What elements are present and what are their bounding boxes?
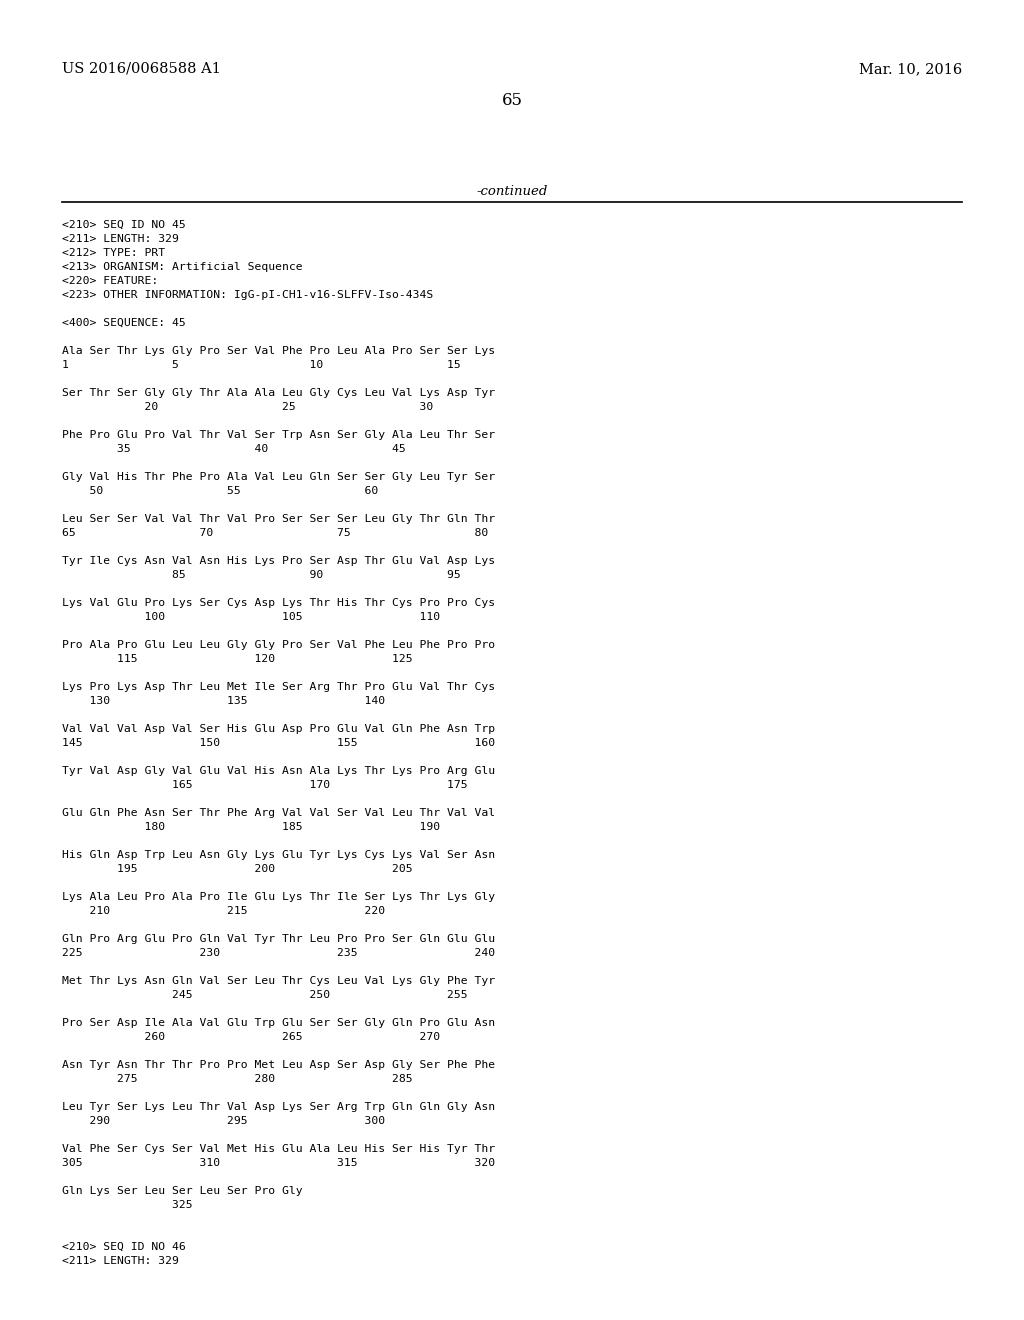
Text: <211> LENGTH: 329: <211> LENGTH: 329	[62, 234, 179, 244]
Text: 65                  70                  75                  80: 65 70 75 80	[62, 528, 488, 539]
Text: 20                  25                  30: 20 25 30	[62, 403, 433, 412]
Text: <400> SEQUENCE: 45: <400> SEQUENCE: 45	[62, 318, 185, 327]
Text: Leu Ser Ser Val Val Thr Val Pro Ser Ser Ser Leu Gly Thr Gln Thr: Leu Ser Ser Val Val Thr Val Pro Ser Ser …	[62, 513, 496, 524]
Text: 210                 215                 220: 210 215 220	[62, 906, 385, 916]
Text: -continued: -continued	[476, 185, 548, 198]
Text: Pro Ala Pro Glu Leu Leu Gly Gly Pro Ser Val Phe Leu Phe Pro Pro: Pro Ala Pro Glu Leu Leu Gly Gly Pro Ser …	[62, 640, 496, 649]
Text: 225                 230                 235                 240: 225 230 235 240	[62, 948, 496, 958]
Text: <210> SEQ ID NO 46: <210> SEQ ID NO 46	[62, 1242, 185, 1251]
Text: <213> ORGANISM: Artificial Sequence: <213> ORGANISM: Artificial Sequence	[62, 261, 303, 272]
Text: Ser Thr Ser Gly Gly Thr Ala Ala Leu Gly Cys Leu Val Lys Asp Tyr: Ser Thr Ser Gly Gly Thr Ala Ala Leu Gly …	[62, 388, 496, 399]
Text: Ala Ser Thr Lys Gly Pro Ser Val Phe Pro Leu Ala Pro Ser Ser Lys: Ala Ser Thr Lys Gly Pro Ser Val Phe Pro …	[62, 346, 496, 356]
Text: <220> FEATURE:: <220> FEATURE:	[62, 276, 159, 286]
Text: Pro Ser Asp Ile Ala Val Glu Trp Glu Ser Ser Gly Gln Pro Glu Asn: Pro Ser Asp Ile Ala Val Glu Trp Glu Ser …	[62, 1018, 496, 1028]
Text: Gln Pro Arg Glu Pro Gln Val Tyr Thr Leu Pro Pro Ser Gln Glu Glu: Gln Pro Arg Glu Pro Gln Val Tyr Thr Leu …	[62, 935, 496, 944]
Text: 325: 325	[62, 1200, 193, 1210]
Text: 290                 295                 300: 290 295 300	[62, 1115, 385, 1126]
Text: 115                 120                 125: 115 120 125	[62, 653, 413, 664]
Text: 35                  40                  45: 35 40 45	[62, 444, 406, 454]
Text: 100                 105                 110: 100 105 110	[62, 612, 440, 622]
Text: 85                  90                  95: 85 90 95	[62, 570, 461, 579]
Text: Lys Pro Lys Asp Thr Leu Met Ile Ser Arg Thr Pro Glu Val Thr Cys: Lys Pro Lys Asp Thr Leu Met Ile Ser Arg …	[62, 682, 496, 692]
Text: 305                 310                 315                 320: 305 310 315 320	[62, 1158, 496, 1168]
Text: Gln Lys Ser Leu Ser Leu Ser Pro Gly: Gln Lys Ser Leu Ser Leu Ser Pro Gly	[62, 1185, 303, 1196]
Text: US 2016/0068588 A1: US 2016/0068588 A1	[62, 62, 221, 77]
Text: Val Phe Ser Cys Ser Val Met His Glu Ala Leu His Ser His Tyr Thr: Val Phe Ser Cys Ser Val Met His Glu Ala …	[62, 1144, 496, 1154]
Text: Phe Pro Glu Pro Val Thr Val Ser Trp Asn Ser Gly Ala Leu Thr Ser: Phe Pro Glu Pro Val Thr Val Ser Trp Asn …	[62, 430, 496, 440]
Text: His Gln Asp Trp Leu Asn Gly Lys Glu Tyr Lys Cys Lys Val Ser Asn: His Gln Asp Trp Leu Asn Gly Lys Glu Tyr …	[62, 850, 496, 861]
Text: 165                 170                 175: 165 170 175	[62, 780, 468, 789]
Text: Met Thr Lys Asn Gln Val Ser Leu Thr Cys Leu Val Lys Gly Phe Tyr: Met Thr Lys Asn Gln Val Ser Leu Thr Cys …	[62, 975, 496, 986]
Text: 180                 185                 190: 180 185 190	[62, 822, 440, 832]
Text: <223> OTHER INFORMATION: IgG-pI-CH1-v16-SLFFV-Iso-434S: <223> OTHER INFORMATION: IgG-pI-CH1-v16-…	[62, 290, 433, 300]
Text: 245                 250                 255: 245 250 255	[62, 990, 468, 1001]
Text: 195                 200                 205: 195 200 205	[62, 865, 413, 874]
Text: Val Val Val Asp Val Ser His Glu Asp Pro Glu Val Gln Phe Asn Trp: Val Val Val Asp Val Ser His Glu Asp Pro …	[62, 723, 496, 734]
Text: <211> LENGTH: 329: <211> LENGTH: 329	[62, 1257, 179, 1266]
Text: Asn Tyr Asn Thr Thr Pro Pro Met Leu Asp Ser Asp Gly Ser Phe Phe: Asn Tyr Asn Thr Thr Pro Pro Met Leu Asp …	[62, 1060, 496, 1071]
Text: Tyr Ile Cys Asn Val Asn His Lys Pro Ser Asp Thr Glu Val Asp Lys: Tyr Ile Cys Asn Val Asn His Lys Pro Ser …	[62, 556, 496, 566]
Text: 260                 265                 270: 260 265 270	[62, 1032, 440, 1041]
Text: Tyr Val Asp Gly Val Glu Val His Asn Ala Lys Thr Lys Pro Arg Glu: Tyr Val Asp Gly Val Glu Val His Asn Ala …	[62, 766, 496, 776]
Text: 275                 280                 285: 275 280 285	[62, 1074, 413, 1084]
Text: Glu Gln Phe Asn Ser Thr Phe Arg Val Val Ser Val Leu Thr Val Val: Glu Gln Phe Asn Ser Thr Phe Arg Val Val …	[62, 808, 496, 818]
Text: 130                 135                 140: 130 135 140	[62, 696, 385, 706]
Text: <210> SEQ ID NO 45: <210> SEQ ID NO 45	[62, 220, 185, 230]
Text: Leu Tyr Ser Lys Leu Thr Val Asp Lys Ser Arg Trp Gln Gln Gly Asn: Leu Tyr Ser Lys Leu Thr Val Asp Lys Ser …	[62, 1102, 496, 1111]
Text: 50                  55                  60: 50 55 60	[62, 486, 378, 496]
Text: Mar. 10, 2016: Mar. 10, 2016	[859, 62, 962, 77]
Text: 1               5                   10                  15: 1 5 10 15	[62, 360, 461, 370]
Text: Lys Val Glu Pro Lys Ser Cys Asp Lys Thr His Thr Cys Pro Pro Cys: Lys Val Glu Pro Lys Ser Cys Asp Lys Thr …	[62, 598, 496, 609]
Text: 65: 65	[502, 92, 522, 110]
Text: <212> TYPE: PRT: <212> TYPE: PRT	[62, 248, 165, 257]
Text: Gly Val His Thr Phe Pro Ala Val Leu Gln Ser Ser Gly Leu Tyr Ser: Gly Val His Thr Phe Pro Ala Val Leu Gln …	[62, 473, 496, 482]
Text: Lys Ala Leu Pro Ala Pro Ile Glu Lys Thr Ile Ser Lys Thr Lys Gly: Lys Ala Leu Pro Ala Pro Ile Glu Lys Thr …	[62, 892, 496, 902]
Text: 145                 150                 155                 160: 145 150 155 160	[62, 738, 496, 748]
